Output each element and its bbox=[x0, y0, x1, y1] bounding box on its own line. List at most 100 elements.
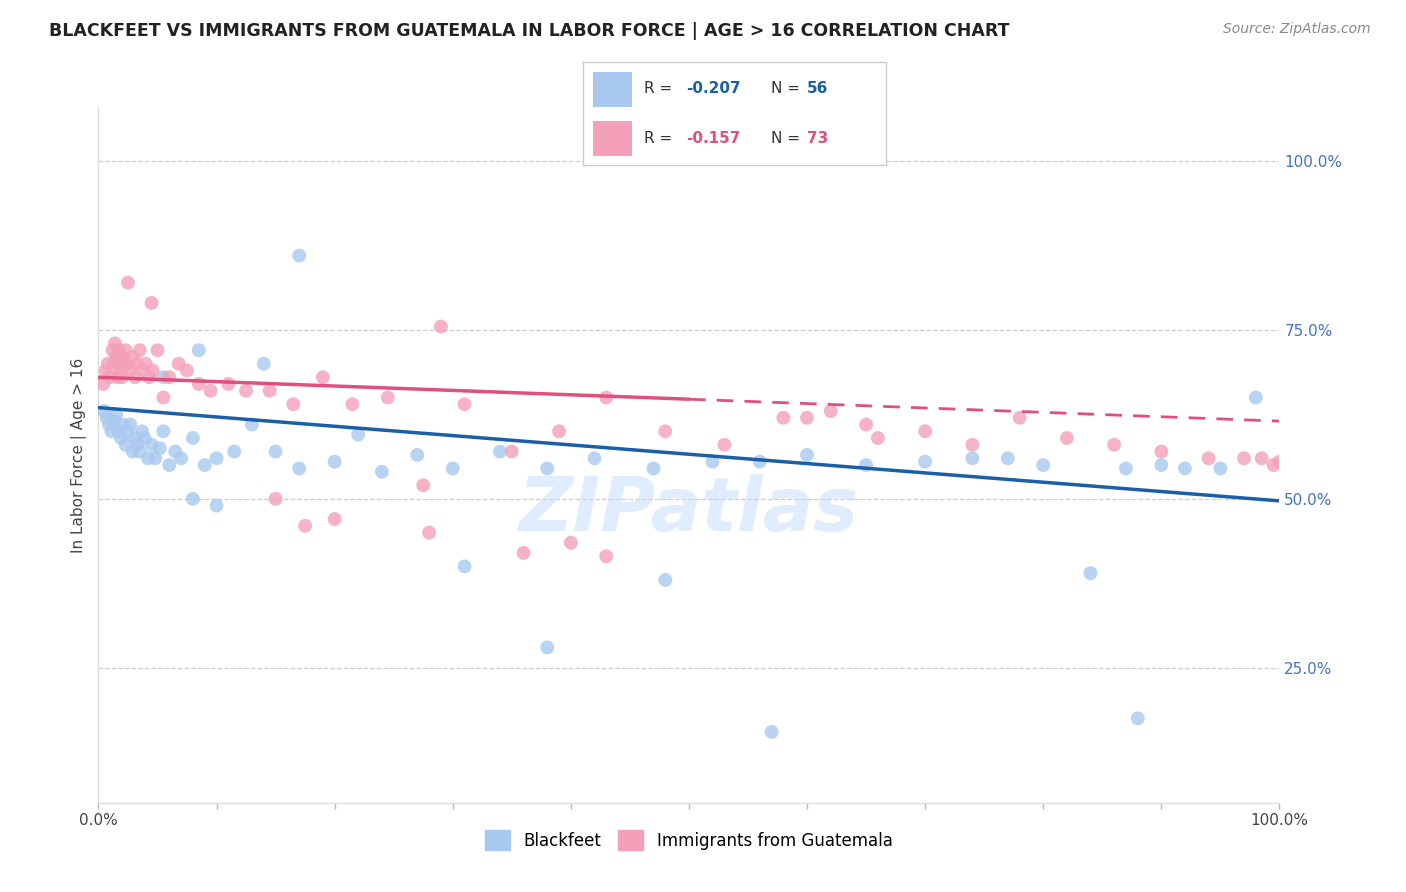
Point bbox=[112, 357, 135, 371]
Point bbox=[1263, 458, 1285, 472]
Point bbox=[127, 438, 149, 452]
Point bbox=[855, 458, 877, 472]
Point bbox=[104, 336, 127, 351]
Point bbox=[1056, 431, 1078, 445]
Point bbox=[406, 448, 429, 462]
Point bbox=[430, 319, 453, 334]
Point bbox=[501, 444, 523, 458]
Point bbox=[418, 525, 440, 540]
Point bbox=[105, 408, 128, 422]
Text: N =: N = bbox=[770, 81, 804, 96]
Point bbox=[146, 343, 169, 358]
Point bbox=[294, 519, 316, 533]
Point bbox=[224, 444, 246, 458]
Point bbox=[1126, 711, 1149, 725]
Point bbox=[112, 417, 135, 432]
Text: 56: 56 bbox=[807, 81, 828, 96]
Point bbox=[323, 455, 346, 469]
Point bbox=[560, 535, 582, 549]
Point bbox=[98, 417, 121, 432]
Point bbox=[98, 370, 121, 384]
Point bbox=[796, 448, 818, 462]
Point bbox=[997, 451, 1019, 466]
Point bbox=[105, 350, 128, 364]
Point bbox=[654, 573, 676, 587]
Point bbox=[914, 455, 936, 469]
Point bbox=[181, 431, 204, 445]
Point bbox=[96, 410, 118, 425]
Point bbox=[962, 438, 984, 452]
Point bbox=[107, 424, 129, 438]
Point bbox=[264, 491, 287, 506]
Point bbox=[377, 391, 399, 405]
Point bbox=[761, 724, 783, 739]
Text: BLACKFEET VS IMMIGRANTS FROM GUATEMALA IN LABOR FORCE | AGE > 16 CORRELATION CHA: BLACKFEET VS IMMIGRANTS FROM GUATEMALA I… bbox=[49, 22, 1010, 40]
Point bbox=[583, 451, 606, 466]
Point bbox=[453, 559, 475, 574]
Point bbox=[235, 384, 257, 398]
Point bbox=[1115, 461, 1137, 475]
Point bbox=[1102, 438, 1125, 452]
Point bbox=[110, 431, 132, 445]
Point bbox=[111, 370, 134, 384]
Point bbox=[536, 640, 558, 655]
Point bbox=[103, 357, 125, 371]
Point bbox=[124, 431, 146, 445]
Legend: Blackfeet, Immigrants from Guatemala: Blackfeet, Immigrants from Guatemala bbox=[478, 823, 900, 857]
Point bbox=[141, 296, 163, 310]
Point bbox=[489, 444, 512, 458]
Point bbox=[114, 343, 136, 358]
Point bbox=[157, 370, 180, 384]
Point bbox=[157, 458, 180, 472]
Point bbox=[131, 363, 153, 377]
Point bbox=[194, 458, 217, 472]
Point bbox=[121, 350, 143, 364]
Point bbox=[342, 397, 364, 411]
Point bbox=[748, 455, 770, 469]
Text: 73: 73 bbox=[807, 131, 828, 146]
Point bbox=[127, 357, 149, 371]
Point bbox=[512, 546, 534, 560]
Point bbox=[120, 363, 142, 377]
Point bbox=[1080, 566, 1102, 581]
Point bbox=[117, 276, 139, 290]
Point bbox=[97, 357, 120, 371]
Point bbox=[283, 397, 305, 411]
Point bbox=[866, 431, 889, 445]
Point bbox=[205, 499, 228, 513]
Point bbox=[412, 478, 434, 492]
Point bbox=[453, 397, 475, 411]
Point bbox=[441, 461, 464, 475]
Text: ZIPatlas: ZIPatlas bbox=[519, 474, 859, 547]
Point bbox=[128, 444, 150, 458]
Point bbox=[259, 384, 281, 398]
Point bbox=[124, 370, 146, 384]
Point bbox=[121, 444, 143, 458]
Point bbox=[149, 441, 172, 455]
Point bbox=[131, 424, 153, 438]
Point bbox=[371, 465, 394, 479]
Point bbox=[1244, 391, 1267, 405]
Point bbox=[181, 491, 204, 506]
Point bbox=[323, 512, 346, 526]
Point bbox=[962, 451, 984, 466]
Point bbox=[595, 391, 617, 405]
Point bbox=[240, 417, 263, 432]
Y-axis label: In Labor Force | Age > 16: In Labor Force | Age > 16 bbox=[72, 358, 87, 552]
Point bbox=[1209, 461, 1232, 475]
Point bbox=[117, 357, 139, 371]
Point bbox=[187, 343, 209, 358]
Point bbox=[167, 357, 190, 371]
Point bbox=[1198, 451, 1220, 466]
Point bbox=[1150, 458, 1173, 472]
Point bbox=[654, 424, 676, 438]
Point bbox=[702, 455, 724, 469]
Point bbox=[128, 343, 150, 358]
Point bbox=[643, 461, 665, 475]
Point bbox=[187, 376, 209, 391]
Point bbox=[855, 417, 877, 432]
Point bbox=[1150, 444, 1173, 458]
Point bbox=[103, 414, 125, 428]
Point bbox=[152, 424, 174, 438]
Text: -0.207: -0.207 bbox=[686, 81, 741, 96]
